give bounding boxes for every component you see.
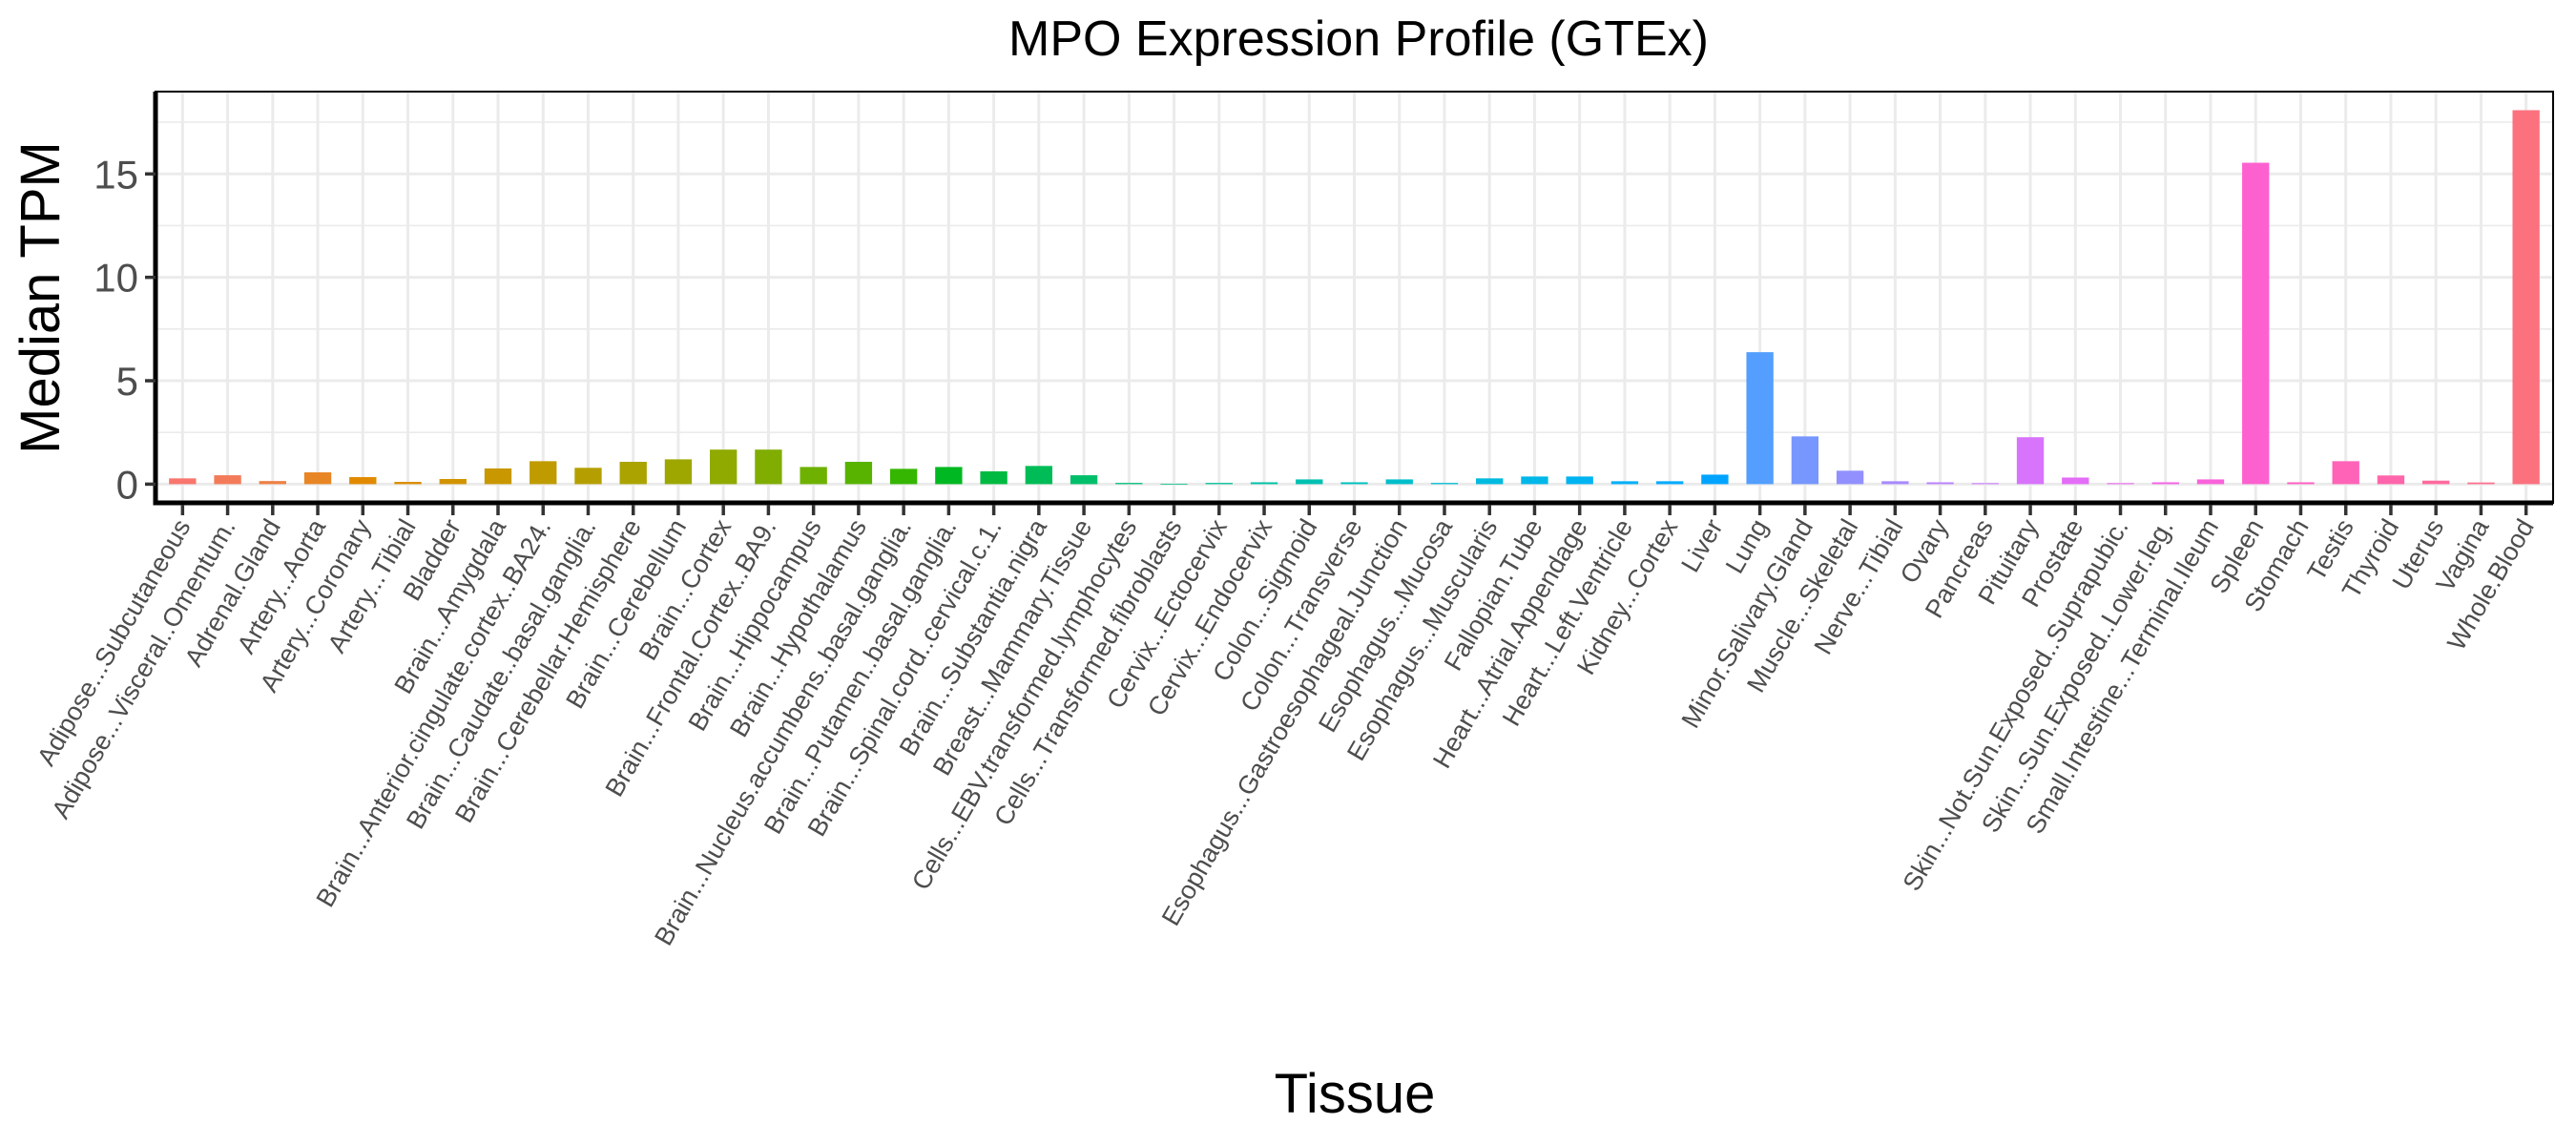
bar: Heart...Left.Ventricle: 0.14 (1610, 481, 1639, 485)
bar: Brain...Frontal.Cortex..BA9.: 1.67 (755, 449, 782, 485)
bar: Heart...Atrial.Appendage: 0.37 (1566, 476, 1593, 485)
bar: Minor.Salivary.Gland: 2.31 (1791, 436, 1819, 485)
bar: Brain...Hypothalamus: 1.08 (844, 461, 873, 485)
bar: Pituitary: 2.27 (2016, 437, 2045, 485)
y-tick-label: 0 (116, 462, 138, 507)
y-tick-label: 10 (93, 256, 138, 301)
bar: Bladder: 0.25 (439, 478, 467, 485)
y-axis-ticks: 0 5 10 15 (93, 152, 156, 507)
bar: Vagina: 0.08 (2467, 482, 2495, 485)
bar: Skin...Sun.Exposed..Lower.leg.: 0.09 (2151, 482, 2179, 485)
bar: Colon...Transverse: 0.09 (1340, 482, 1368, 485)
bar: Brain...Anterior.cingulate.cortex..BA24.… (530, 461, 557, 485)
bar: Whole.Blood: 18.08 (2512, 110, 2540, 485)
y-tick-label: 15 (93, 152, 138, 197)
bar: Esophagus...Mucosa: 0.06 (1430, 483, 1459, 485)
bar: Cervix...Ectocervix: 0.06 (1205, 483, 1233, 485)
bar: Brain...Caudate..basal.ganglia.: 0.79 (574, 468, 602, 485)
bar: Testis: 1.11 (2332, 461, 2359, 485)
bar: Brain...Hippocampus: 0.83 (800, 467, 827, 485)
bar: Cells...EBV.transformed.lymphocytes: 0.0… (1115, 483, 1143, 485)
bar: Brain...Spinal.cord..cervical.c.1.: 0.62 (980, 470, 1008, 485)
bar: Cells...Transformed.fibroblasts: 0.02 (1160, 483, 1188, 485)
bar: Adipose...Subcutaneous: 0.28 (169, 478, 197, 485)
bar: Breast...Mammary.Tissue: 0.43 (1070, 475, 1098, 485)
bar: Thyroid: 0.42 (2377, 475, 2405, 485)
bar: Small.Intestine...Terminal.Ileum: 0.23 (2196, 479, 2225, 485)
bar: Muscle...Skeletal: 0.65 (1836, 470, 1864, 485)
bar: Artery...Tibial: 0.11 (394, 482, 422, 485)
bar: Spleen: 15.54 (2242, 162, 2270, 485)
bar: Brain...Cerebellum: 1.2 (664, 459, 693, 485)
bar: Esophagus...Gastroesophageal.Junction: 0… (1385, 479, 1413, 485)
bar: Cervix...Endocervix: 0.09 (1250, 482, 1278, 485)
bar: Brain...Cerebellar.Hemisphere: 1.08 (619, 461, 647, 485)
bar: Adrenal.Gland: 0.15 (259, 481, 286, 485)
bar: Esophagus...Muscularis: 0.28 (1476, 478, 1504, 485)
bar: Brain...Substantia.nigra: 0.88 (1025, 466, 1053, 485)
bar: Adipose...Visceral..Omentum.: 0.43 (214, 475, 241, 485)
bar: Brain...Amygdala: 0.76 (484, 468, 512, 485)
bar: Liver: 0.46 (1701, 474, 1729, 485)
bar: Brain...Putamen..basal.ganglia.: 0.83 (935, 467, 963, 485)
bar: Brain...Nucleus.accumbens..basal.ganglia… (889, 468, 918, 485)
bar: Kidney...Cortex: 0.14 (1655, 481, 1684, 485)
bar: Fallopian.Tube: 0.37 (1521, 476, 1548, 485)
plot-panel: Adipose...Subcutaneous: 0.28 Adipose...Vi… (153, 91, 2554, 506)
chart-title: MPO Expression Profile (GTEx) (1008, 11, 1709, 67)
x-axis-title: Tissue (1275, 1063, 1436, 1125)
bar: Pancreas: 0.05 (1971, 483, 1999, 485)
bar: Artery...Coronary: 0.34 (349, 477, 377, 485)
bar: Artery...Aorta: 0.57 (303, 472, 332, 485)
bar: Prostate: 0.32 (2062, 477, 2089, 485)
y-axis-title: Median TPM (10, 141, 72, 454)
y-tick-label: 5 (116, 359, 138, 404)
bar: Lung: 6.38 (1746, 352, 1774, 485)
bar: Brain...Cortex: 1.67 (710, 449, 737, 485)
bar: Colon...Sigmoid: 0.23 (1296, 479, 1323, 485)
bar: Uterus: 0.17 (2422, 480, 2450, 485)
bars: Adipose...Subcutaneous: 0.28 Adipose...Vi… (169, 110, 2540, 485)
bar: Ovary: 0.09 (1926, 482, 1954, 485)
bar: Stomach: 0.09 (2287, 482, 2315, 485)
bar: Nerve...Tibial: 0.14 (1881, 481, 1909, 485)
bar: Skin...Not.Sun.Exposed..Suprapubic.: 0.0… (2107, 483, 2134, 485)
